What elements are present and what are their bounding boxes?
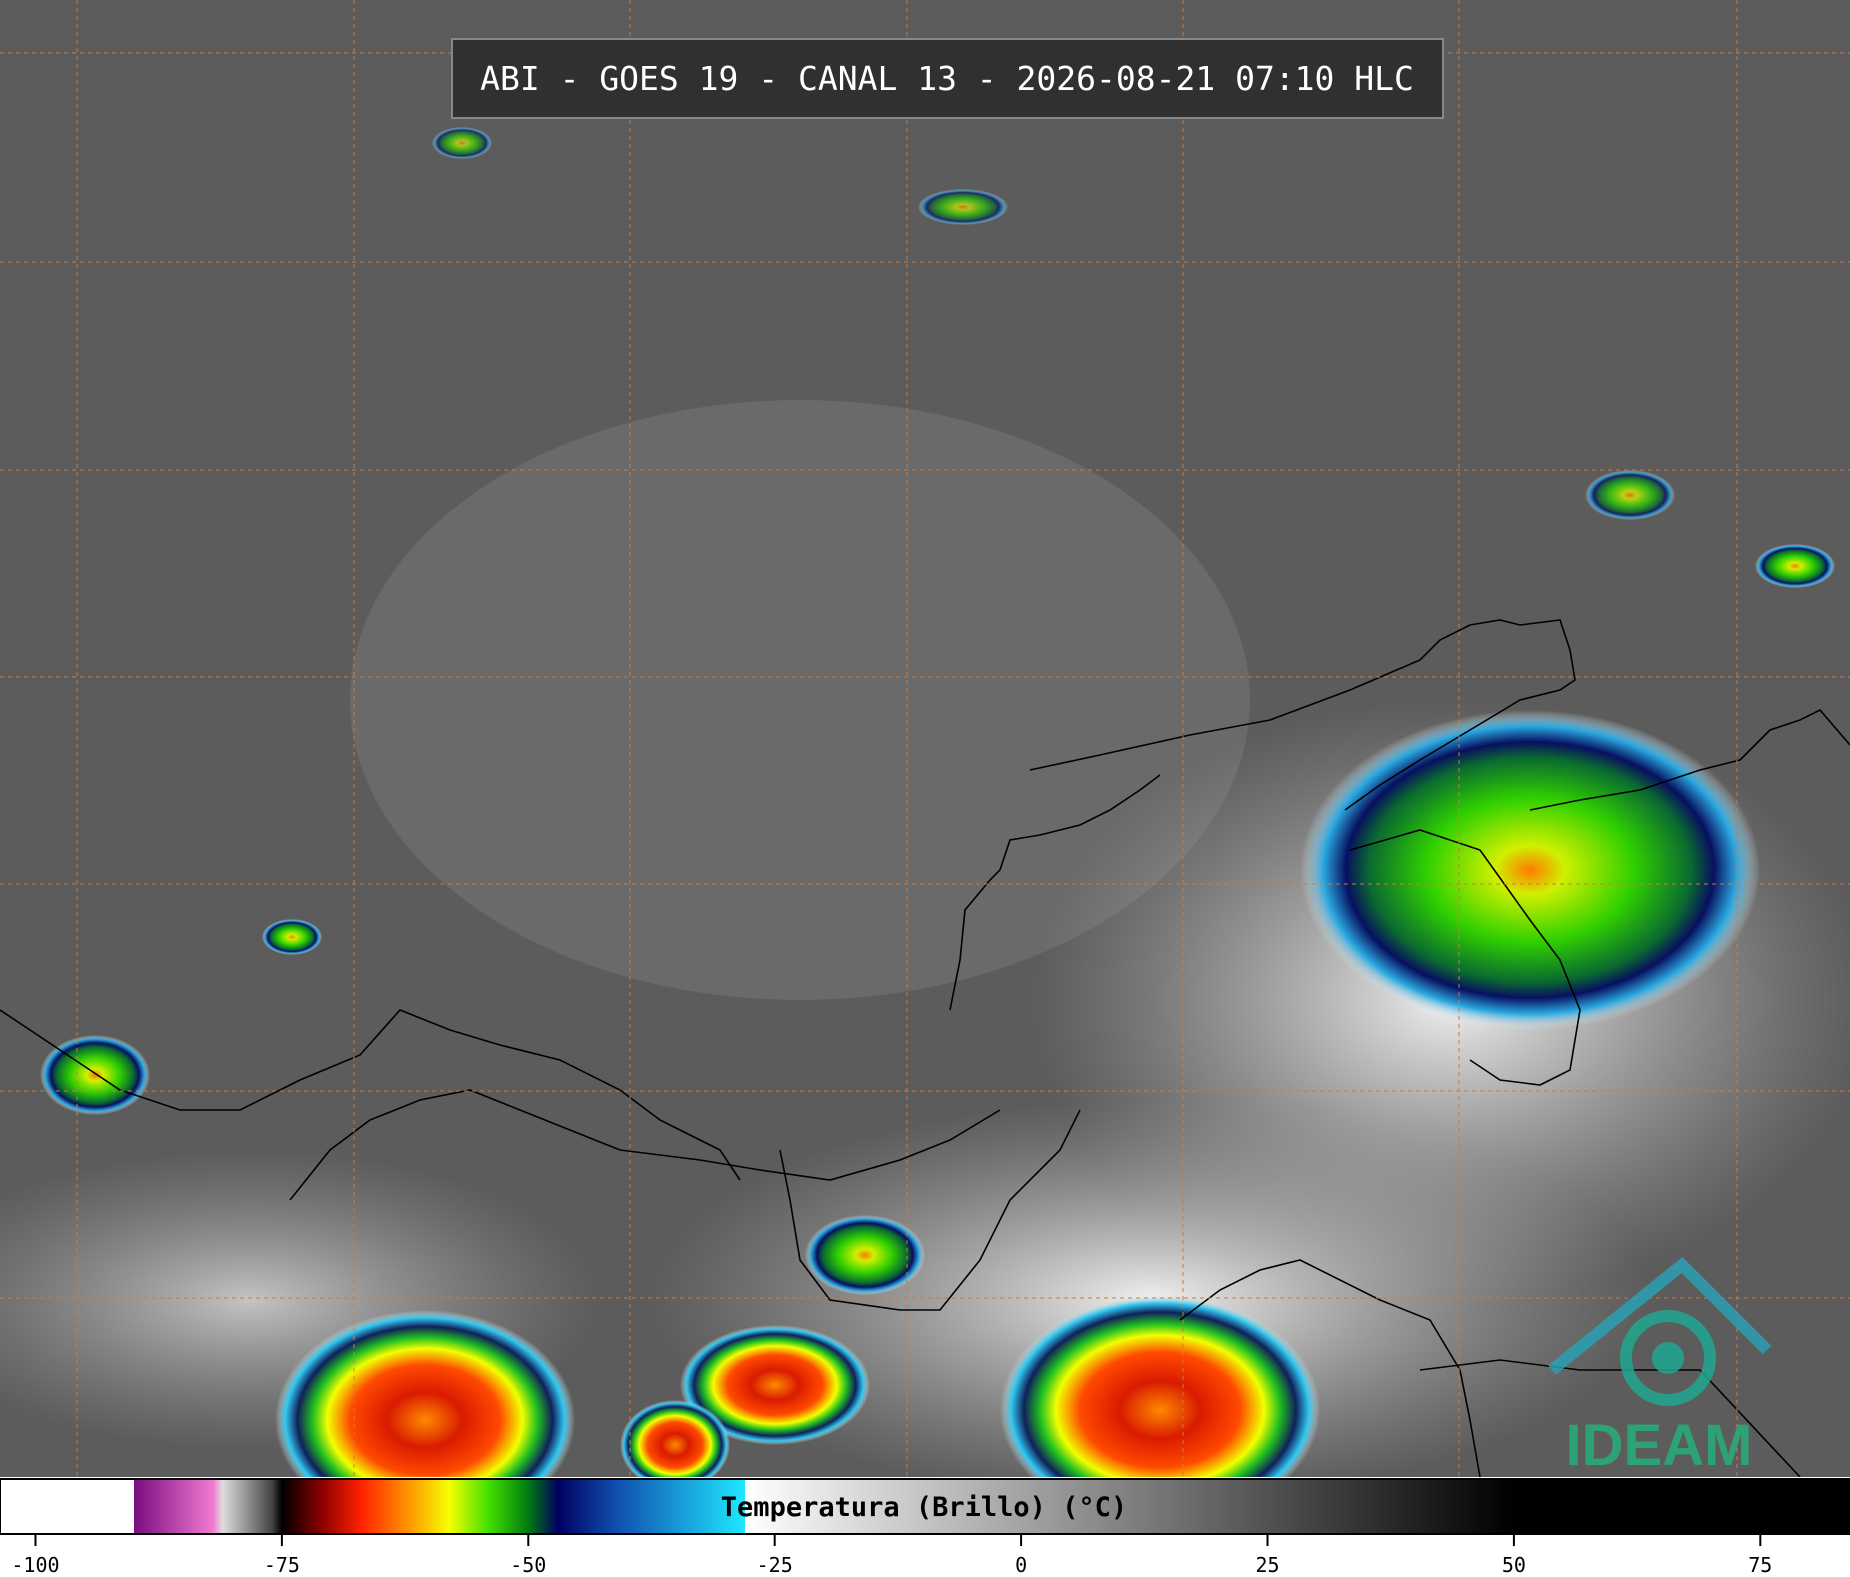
- title: ABI - GOES 19 - CANAL 13 - 2026-08-21 07…: [480, 59, 1414, 98]
- logo-text: IDEAM: [1566, 1413, 1753, 1478]
- tick-label: 0: [1015, 1553, 1027, 1577]
- tick-label: -25: [757, 1553, 793, 1577]
- tick-label: 50: [1502, 1553, 1526, 1577]
- tick-label: -100: [11, 1553, 59, 1577]
- title-box: [451, 38, 1444, 119]
- logo: IDEAM: [1548, 1256, 1772, 1478]
- colorbar: Temperatura (Brillo) (°C) -100 -75 -50 -25 0…: [0, 1477, 1850, 1577]
- tick-label: 75: [1748, 1553, 1772, 1577]
- colorbar-label: Temperatura (Brillo) (°C): [721, 1492, 1127, 1523]
- tick-label: -50: [510, 1553, 546, 1577]
- tick-label: -75: [264, 1553, 300, 1577]
- tick-label: 25: [1255, 1553, 1279, 1577]
- map: ABI - GOES 19 - CANAL 13 - 2026-08-21 07…: [0, 0, 1850, 1530]
